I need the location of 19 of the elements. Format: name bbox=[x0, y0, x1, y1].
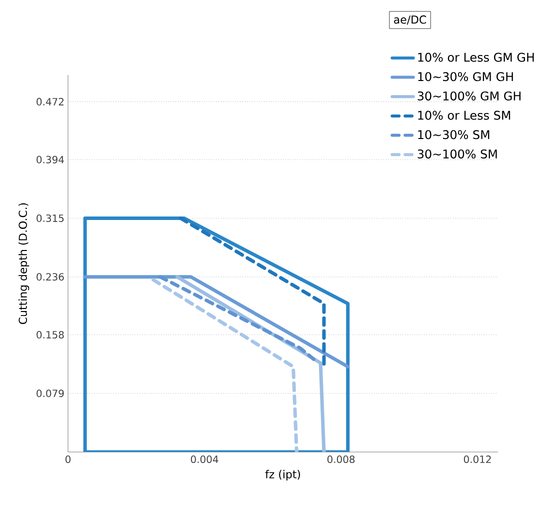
y-tick-label: 0.315 bbox=[36, 214, 64, 222]
legend-title: ae/DC bbox=[394, 15, 426, 25]
y-axis-title: Cutting depth (D.O.C.) bbox=[18, 203, 30, 324]
x-tick-label: 0.004 bbox=[190, 456, 218, 464]
legend-label: 10~30% SM bbox=[418, 130, 490, 140]
x-axis-title: fz (ipt) bbox=[265, 470, 300, 480]
y-tick-label: 0.236 bbox=[36, 273, 64, 281]
y-tick-label: 0.472 bbox=[36, 98, 64, 106]
y-tick-label: 0.394 bbox=[36, 156, 64, 164]
x-tick-label: 0.008 bbox=[327, 456, 355, 464]
legend-label: 30~100% SM bbox=[418, 149, 497, 158]
legend-label: 10% or Less GM GH bbox=[418, 52, 534, 62]
legend-label: 30~100% GM GH bbox=[418, 91, 521, 100]
x-tick-label: 0 bbox=[65, 456, 71, 464]
legend-label: 10% or Less SM bbox=[418, 110, 510, 120]
legend-label: 10~30% GM GH bbox=[418, 72, 513, 82]
y-tick-label: 0.158 bbox=[36, 330, 64, 339]
y-tick-label: 0.079 bbox=[36, 390, 64, 398]
x-tick-label: 0.012 bbox=[464, 456, 491, 464]
